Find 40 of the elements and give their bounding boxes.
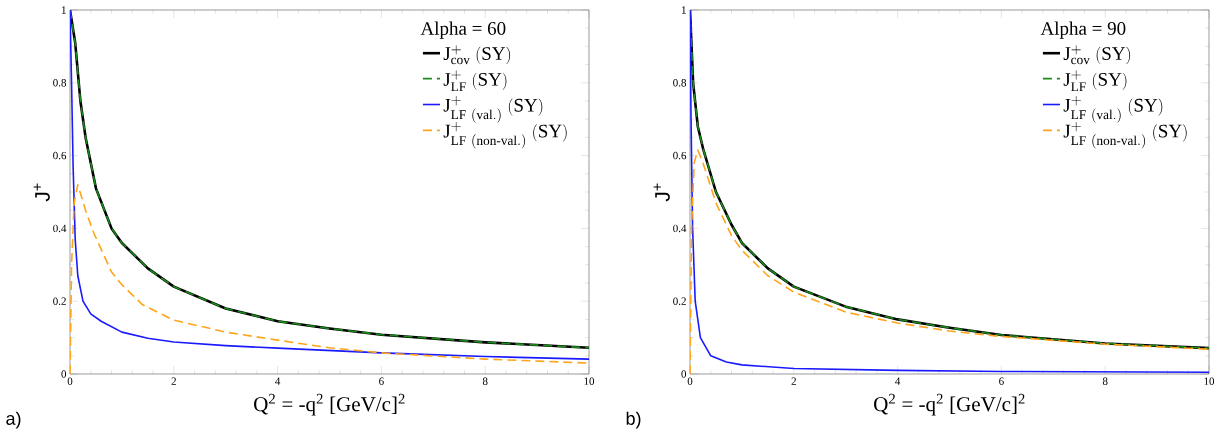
y-tick-label: 0.8 bbox=[673, 79, 687, 87]
y-tick-label: 0.2 bbox=[53, 297, 66, 305]
legend-label: $\mathrm{J}^{+}_{\mathrm{cov}}\ \mathrm{(SY)}$ bbox=[1063, 45, 1131, 65]
y-tick-label: 0.2 bbox=[673, 297, 686, 305]
y-axis-title: J$^{+}$ bbox=[33, 183, 50, 202]
x-tick-label: 8 bbox=[1102, 377, 1108, 385]
legend-label: $\mathrm{J}^{+}_{\mathrm{LF}}\ \mathrm{(SY)}$ bbox=[443, 70, 507, 92]
legend-label: $\mathrm{J}^{+}_{\mathrm{cov}}\ \mathrm{(SY)}$ bbox=[443, 45, 511, 65]
text: b) bbox=[626, 411, 641, 429]
x-axis-title: Q$^{2}$ = -q$^{2}$ [GeV/c]$^{2}$ bbox=[874, 393, 1025, 416]
x-tick-label: 2 bbox=[171, 377, 176, 385]
y-tick-label: 0.4 bbox=[53, 224, 67, 233]
x-tick-label: 10 bbox=[1204, 377, 1215, 385]
y-axis-title: J$^{+}$ bbox=[653, 183, 670, 202]
x-tick-label: 8 bbox=[482, 377, 488, 385]
y-tick-label: 0.8 bbox=[53, 79, 67, 87]
legend-label: $\mathrm{J}^{+}_{\mathrm{LF\ (val.)}}\ \mathrm{(SY)}$ bbox=[1063, 96, 1163, 123]
y-tick-label: 1 bbox=[61, 6, 66, 14]
y-tick-label: 0 bbox=[61, 370, 67, 378]
legend-label: $\mathrm{J}^{+}_{\mathrm{LF}}\ \mathrm{(SY)}$ bbox=[1063, 70, 1127, 92]
x-tick-label: 0 bbox=[687, 377, 693, 385]
legend-title: Alpha = 90 bbox=[1040, 21, 1126, 39]
x-tick-label: 4 bbox=[275, 377, 281, 385]
y-tick-label: 1 bbox=[681, 6, 686, 14]
legend-title: Alpha = 60 bbox=[420, 21, 506, 39]
x-tick-label: 2 bbox=[791, 377, 796, 385]
x-tick-label: 6 bbox=[999, 377, 1004, 385]
legend-label: $\mathrm{J}^{+}_{\mathrm{LF\ (val.)}}\ \mathrm{(SY)}$ bbox=[443, 96, 543, 123]
x-tick-label: 0 bbox=[67, 377, 73, 385]
y-tick-label: 0.6 bbox=[673, 151, 687, 160]
x-tick-label: 6 bbox=[379, 377, 384, 385]
y-tick-label: 0.4 bbox=[673, 224, 687, 233]
x-axis-title: Q$^{2}$ = -q$^{2}$ [GeV/c]$^{2}$ bbox=[254, 393, 405, 416]
y-tick-label: 0 bbox=[681, 370, 687, 378]
x-tick-label: 10 bbox=[584, 377, 595, 385]
legend-label: $\mathrm{J}^{+}_{\mathrm{LF\ (non\text{-}val.)}}\ \mathrm{(SY)}$ bbox=[1063, 121, 1187, 149]
text: a) bbox=[6, 411, 21, 429]
x-tick-label: 4 bbox=[895, 377, 901, 385]
y-tick-label: 0.6 bbox=[53, 151, 67, 160]
legend-label: $\mathrm{J}^{+}_{\mathrm{LF\ (non\text{-}val.)}}\ \mathrm{(SY)}$ bbox=[443, 121, 567, 149]
